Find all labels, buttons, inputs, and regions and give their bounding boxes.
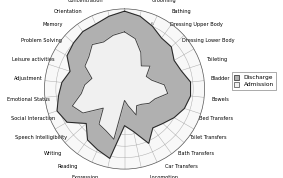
Polygon shape (57, 11, 190, 158)
Legend: Discharge, Admission: Discharge, Admission (231, 72, 276, 90)
Polygon shape (72, 32, 168, 139)
